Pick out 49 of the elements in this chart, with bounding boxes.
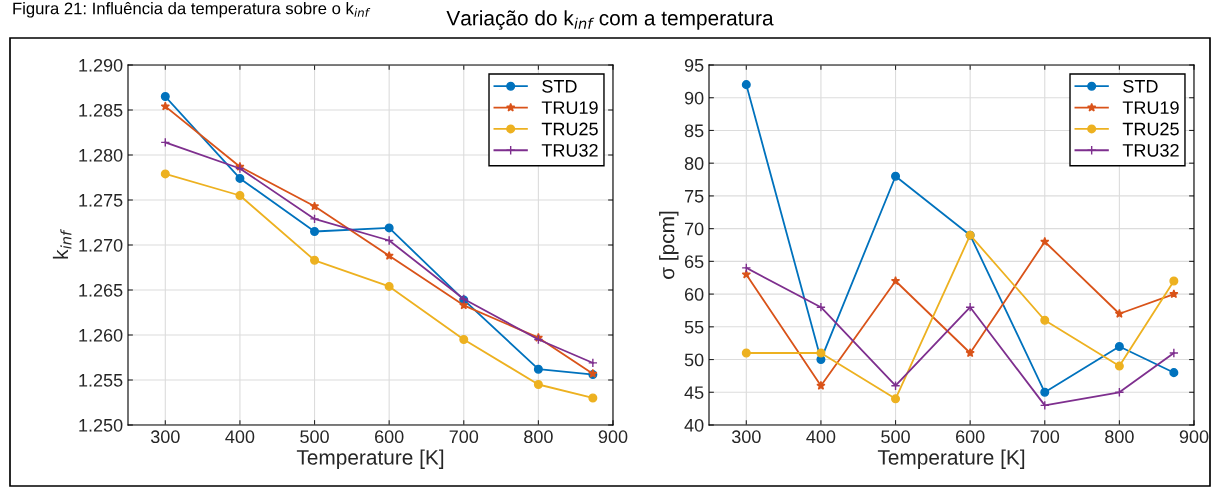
x-tick-label: 900 (598, 430, 628, 444)
x-tick-label: 900 (1179, 430, 1209, 444)
y-tick-label: 90 (684, 91, 704, 105)
y-tick-label: 70 (684, 222, 704, 236)
x-tick-label: 600 (375, 430, 404, 444)
x-tick-label: 600 (956, 430, 985, 444)
y-tick-label: 75 (684, 190, 704, 203)
y-axis-title: σ [pcm] (659, 211, 679, 279)
x-tick-label: 800 (1105, 430, 1134, 444)
y-tick-label: 1.260 (79, 328, 123, 342)
x-tick-label: 500 (881, 430, 910, 444)
x-tick-label: 300 (150, 430, 180, 444)
y-tick-label: 50 (684, 353, 704, 367)
y-tick-label: 65 (684, 255, 704, 269)
y-tick-label: 1.255 (79, 373, 123, 387)
y-tick-label: 1.250 (79, 418, 123, 432)
y-tick-label: 1.270 (79, 238, 123, 252)
y-tick-label: 60 (684, 288, 704, 301)
legend-label: TRU32 (1122, 143, 1179, 157)
x-tick-label: 400 (806, 430, 836, 444)
legend-label: TRU25 (1122, 122, 1179, 136)
y-tick-label: 1.290 (79, 58, 123, 72)
y-tick-label: 1.280 (79, 148, 123, 162)
legend-label: TRU19 (541, 101, 598, 115)
y-tick-label: 40 (684, 418, 704, 432)
x-tick-label: 300 (731, 430, 761, 444)
y-tick-label: 1.265 (79, 283, 123, 297)
y-tick-label: 85 (684, 124, 704, 138)
y-tick-label: 1.275 (79, 193, 123, 207)
y-tick-label: 80 (684, 157, 704, 170)
legend-label: TRU32 (541, 143, 598, 157)
y-tick-label: 1.285 (79, 103, 123, 117)
y-tick-label: 45 (684, 386, 704, 399)
legend-label: STD (1123, 79, 1158, 93)
chart-title: Variação do k$_{inf}$ com a temperatura (446, 10, 774, 30)
x-tick-label: 800 (524, 430, 553, 444)
x-axis-title: Temperature [K] (296, 449, 444, 469)
y-tick-label: 95 (684, 58, 704, 72)
legend-label: TRU25 (541, 122, 598, 136)
x-axis-title: Temperature [K] (877, 449, 1025, 469)
x-tick-label: 700 (1030, 430, 1060, 444)
x-tick-label: 700 (449, 430, 479, 444)
y-tick-label: 55 (684, 320, 704, 334)
text: Figura 21: Influência da temperatura sobre o k$_{inf}$ (13, 2, 371, 18)
legend-label: STD (542, 79, 577, 93)
x-tick-label: 400 (225, 430, 255, 444)
legend-label: TRU19 (1122, 101, 1179, 115)
y-axis-title: k$_{inf}$ (52, 229, 72, 259)
x-tick-label: 500 (300, 430, 329, 444)
